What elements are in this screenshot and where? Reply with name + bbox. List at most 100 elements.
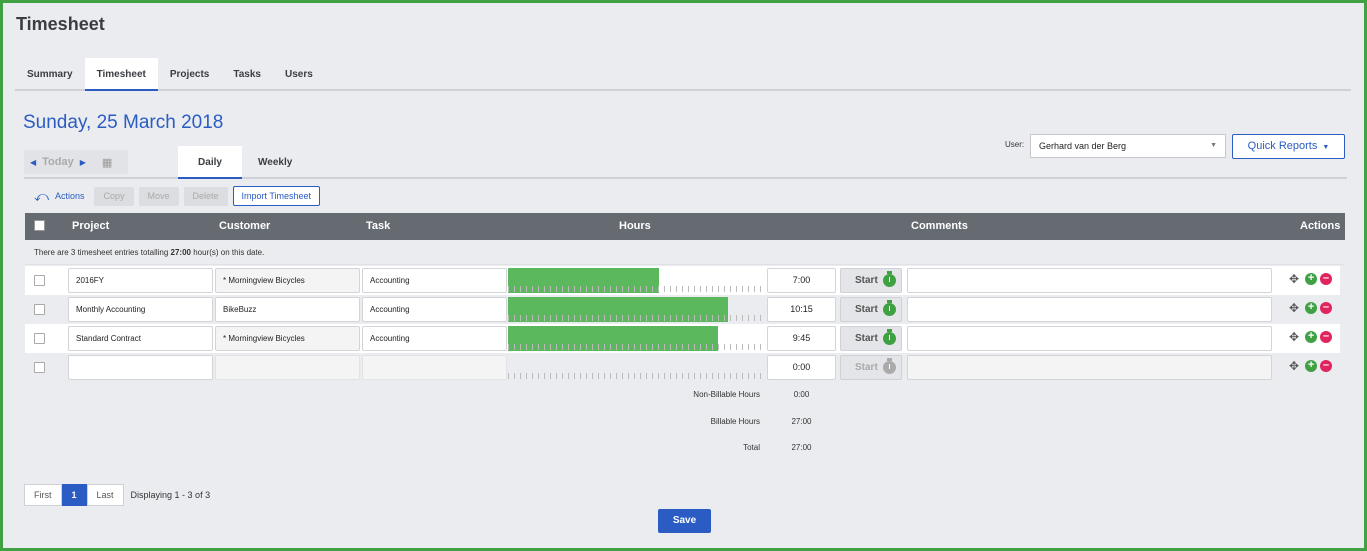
caret-down-icon: ▼ — [1320, 144, 1330, 151]
add-row-icon[interactable]: + — [1305, 331, 1318, 343]
add-row-icon[interactable]: + — [1305, 360, 1318, 372]
today-button[interactable]: Today — [42, 156, 74, 168]
hours-field[interactable]: 9:45 — [767, 326, 836, 351]
date-heading: Sunday, 25 March 2018 — [23, 112, 224, 133]
page-title: Timesheet — [16, 14, 105, 34]
hours-field[interactable]: 0:00 — [767, 355, 836, 380]
quick-reports-button[interactable]: Quick Reports ▼ — [1232, 134, 1345, 159]
start-label: Start — [855, 333, 878, 344]
project-field[interactable]: 2016FY — [68, 268, 213, 293]
start-timer-button[interactable]: Start — [840, 268, 902, 293]
project-field[interactable] — [68, 355, 213, 380]
tab-users[interactable]: Users — [284, 69, 313, 80]
header-hours[interactable]: Hours — [619, 220, 651, 232]
hours-slider[interactable] — [508, 297, 766, 322]
comment-field[interactable] — [907, 297, 1272, 322]
customer-field — [215, 355, 360, 380]
calendar-icon[interactable]: ▦ — [101, 156, 113, 169]
project-field[interactable]: Monthly Accounting — [68, 297, 213, 322]
tab-timesheet[interactable]: Timesheet — [84, 58, 158, 91]
row-actions: ✥ + – — [1289, 301, 1333, 315]
select-all-checkbox[interactable] — [34, 220, 45, 231]
tab-daily[interactable]: Daily — [178, 146, 242, 179]
hours-field[interactable]: 10:15 — [767, 297, 836, 322]
next-day-icon[interactable]: ▶ — [79, 157, 86, 167]
stopwatch-icon — [883, 271, 896, 287]
add-row-icon[interactable]: + — [1305, 273, 1318, 285]
row-checkbox[interactable] — [34, 362, 45, 373]
row-checkbox[interactable] — [34, 304, 45, 315]
entries-summary: There are 3 timesheet entries totalling … — [25, 240, 1345, 265]
hours-field[interactable]: 7:00 — [767, 268, 836, 293]
display-count: Displaying 1 - 3 of 3 — [130, 490, 211, 500]
task-field[interactable]: Accounting — [362, 268, 507, 293]
comment-field — [907, 355, 1272, 380]
actions-bar: ⤺ Actions Copy Move Delete Import Timesh… — [34, 186, 321, 206]
row-checkbox[interactable] — [34, 333, 45, 344]
add-row-icon[interactable]: + — [1305, 302, 1318, 314]
customer-field: BikeBuzz — [215, 297, 360, 322]
table-row-new: 0:00 Start ✥ + – — [25, 353, 1340, 382]
non-billable-hours-label: Non-Billable Hours — [693, 390, 760, 399]
start-label: Start — [855, 304, 878, 315]
hours-slider-ticks — [508, 315, 766, 321]
quick-reports-label: Quick Reports — [1247, 140, 1318, 152]
remove-row-icon[interactable]: – — [1320, 273, 1333, 285]
remove-row-icon[interactable]: – — [1320, 302, 1333, 314]
tab-projects[interactable]: Projects — [169, 69, 210, 80]
hours-slider-ticks — [508, 344, 766, 350]
grid-header: Project Customer Task Hours Comments Act… — [25, 213, 1345, 240]
remove-row-icon[interactable]: – — [1320, 360, 1333, 372]
summary-suffix: hour(s) on this date. — [190, 248, 265, 257]
project-field[interactable]: Standard Contract — [68, 326, 213, 351]
move-icon[interactable]: ✥ — [1289, 301, 1300, 315]
row-checkbox[interactable] — [34, 275, 45, 286]
move-icon[interactable]: ✥ — [1289, 330, 1300, 344]
move-button[interactable]: Move — [138, 186, 179, 206]
task-field[interactable]: Accounting — [362, 297, 507, 322]
header-task[interactable]: Task — [366, 220, 391, 232]
comment-field[interactable] — [907, 326, 1272, 351]
row-actions: ✥ + – — [1289, 272, 1333, 286]
copy-button[interactable]: Copy — [94, 186, 134, 206]
summary-prefix: There are 3 timesheet entries totalling — [34, 248, 171, 257]
tab-tasks[interactable]: Tasks — [233, 69, 261, 80]
summary-total: 27:00 — [170, 248, 191, 257]
hours-slider-ticks — [508, 373, 766, 379]
hours-slider[interactable] — [508, 268, 766, 293]
save-button[interactable]: Save — [658, 509, 711, 533]
header-project[interactable]: Project — [72, 220, 110, 232]
stopwatch-icon — [883, 300, 896, 316]
actions-label: Actions — [54, 191, 85, 201]
first-page-button[interactable]: First — [24, 484, 62, 506]
last-page-button[interactable]: Last — [86, 484, 124, 506]
tab-summary[interactable]: Summary — [27, 69, 73, 80]
hours-slider[interactable] — [508, 355, 766, 380]
import-timesheet-button[interactable]: Import Timesheet — [232, 186, 321, 206]
move-icon[interactable]: ✥ — [1289, 272, 1300, 286]
remove-row-icon[interactable]: – — [1320, 331, 1333, 343]
tab-weekly[interactable]: Weekly — [258, 157, 293, 168]
header-comments: Comments — [911, 220, 968, 232]
comment-field[interactable] — [907, 268, 1272, 293]
page-1-button[interactable]: 1 — [61, 484, 87, 506]
move-icon[interactable]: ✥ — [1289, 359, 1300, 373]
prev-day-icon[interactable]: ◀ — [30, 157, 37, 167]
header-actions: Actions — [1300, 220, 1341, 232]
hours-slider[interactable] — [508, 326, 766, 351]
header-customer[interactable]: Customer — [219, 220, 271, 232]
start-timer-button[interactable]: Start — [840, 326, 902, 351]
delete-button[interactable]: Delete — [183, 186, 228, 206]
date-navigator: ◀ Today ▶ ▦ — [24, 150, 128, 174]
row-actions: ✥ + – — [1289, 330, 1333, 344]
task-field — [362, 355, 507, 380]
start-timer-button[interactable]: Start — [840, 297, 902, 322]
view-tabs: Daily Weekly — [24, 146, 1347, 179]
user-filter-label: User: — [1005, 140, 1025, 149]
row-actions: ✥ + – — [1289, 359, 1333, 373]
user-select[interactable]: Gerhard van der Berg ▼ — [1030, 134, 1226, 158]
chevron-down-icon: ▼ — [1210, 142, 1217, 149]
start-timer-button[interactable]: Start — [840, 355, 902, 380]
task-field[interactable]: Accounting — [362, 326, 507, 351]
